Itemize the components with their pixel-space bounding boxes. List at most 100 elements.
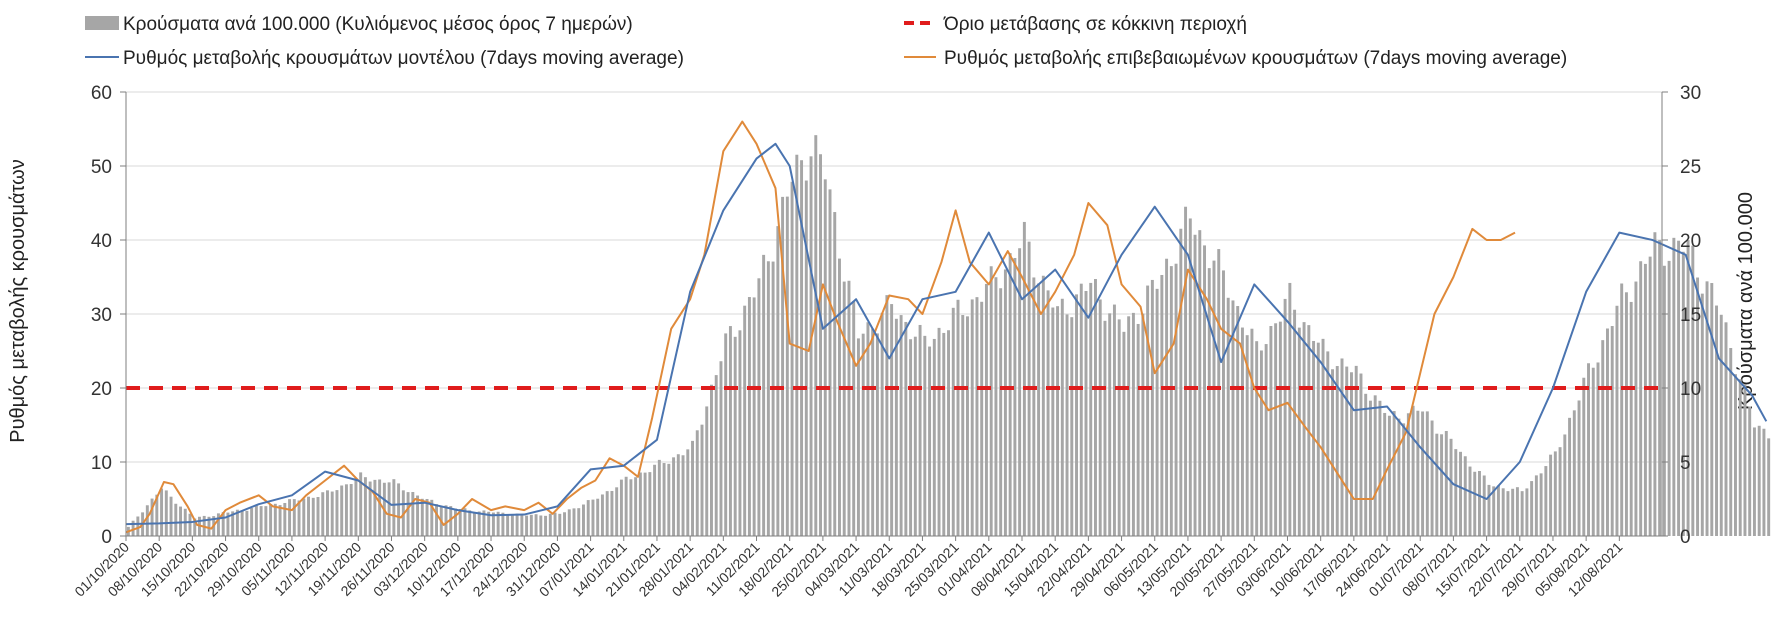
- bar: [1345, 366, 1349, 536]
- bar: [1174, 263, 1178, 536]
- bar: [207, 516, 211, 536]
- bar: [1003, 269, 1007, 536]
- bar: [700, 424, 704, 536]
- bar: [354, 478, 358, 536]
- bar: [1331, 369, 1334, 536]
- bar: [1606, 328, 1609, 536]
- lines-layer: [125, 120, 1768, 534]
- bar: [1340, 358, 1344, 536]
- bar: [1293, 309, 1297, 536]
- bar: [1131, 312, 1135, 536]
- bar: [842, 281, 846, 536]
- bar: [340, 485, 344, 536]
- bar: [1018, 248, 1022, 537]
- bar: [747, 297, 751, 536]
- bar: [1364, 393, 1368, 536]
- bar: [1743, 384, 1747, 536]
- bar: [1411, 405, 1415, 536]
- bar: [951, 307, 955, 536]
- bar: [923, 335, 927, 536]
- bar: [1136, 323, 1140, 536]
- bar: [1321, 338, 1325, 536]
- bar: [705, 406, 709, 536]
- bar: [1250, 328, 1254, 536]
- bar: [430, 499, 434, 536]
- bar: [221, 512, 225, 536]
- bar: [378, 479, 382, 536]
- bar: [989, 266, 993, 536]
- bar: [335, 490, 339, 536]
- bar: [164, 490, 168, 536]
- y-left-tick-label: 10: [91, 453, 112, 474]
- bar: [624, 476, 628, 536]
- bar: [894, 318, 898, 536]
- legend-bars-swatch: [85, 16, 119, 30]
- bar: [819, 154, 822, 537]
- bar: [1188, 218, 1192, 536]
- bar: [610, 490, 614, 536]
- bar: [529, 514, 533, 536]
- bar: [454, 508, 457, 536]
- bar: [1587, 363, 1590, 536]
- y-right-tick-label: 0: [1680, 527, 1691, 548]
- legend-confirmed-label: Ρυθμός μεταβολής επιβεβαιωμένων κρουσμάτ…: [944, 48, 1567, 69]
- bar: [1463, 456, 1467, 536]
- bar: [904, 321, 908, 536]
- bar: [1705, 281, 1709, 536]
- bar: [1681, 251, 1685, 536]
- bar: [956, 299, 960, 536]
- bar: [1032, 277, 1036, 536]
- grid-layer: [126, 91, 1662, 463]
- bar: [1203, 245, 1206, 536]
- bar: [1160, 274, 1164, 536]
- bar: [615, 487, 619, 536]
- bar: [1169, 266, 1173, 536]
- bar: [1729, 348, 1733, 536]
- bar: [1193, 234, 1197, 536]
- bar: [1350, 372, 1353, 536]
- bar: [619, 479, 623, 536]
- bar: [330, 491, 334, 536]
- bar: [833, 212, 837, 537]
- bar: [231, 511, 235, 536]
- bar: [563, 512, 566, 536]
- y-right-tick-label: 30: [1680, 83, 1701, 104]
- bar: [169, 496, 173, 536]
- bar: [344, 484, 348, 536]
- bar: [292, 499, 296, 536]
- bar: [724, 333, 728, 536]
- bar: [1715, 305, 1718, 536]
- bar: [1416, 410, 1420, 536]
- bar: [468, 510, 472, 536]
- bar: [1639, 261, 1643, 536]
- bar: [1425, 411, 1429, 536]
- bar: [534, 514, 538, 536]
- bar: [866, 322, 870, 536]
- bar: [970, 299, 974, 536]
- bar: [728, 326, 732, 536]
- bar: [1624, 292, 1628, 536]
- legend-model-label: Ρυθμός μεταβολής κρουσμάτων μοντέλου (7d…: [123, 48, 684, 69]
- bar: [1117, 319, 1121, 536]
- bar: [733, 336, 737, 536]
- bar: [1454, 449, 1458, 536]
- bar: [193, 518, 197, 536]
- bar: [245, 510, 249, 536]
- bar: [1278, 321, 1282, 536]
- bar: [472, 512, 476, 536]
- bar: [577, 508, 581, 536]
- bar: [1601, 340, 1605, 536]
- bar: [1155, 288, 1159, 536]
- model-series-line: [125, 142, 1768, 526]
- bar: [397, 483, 401, 536]
- bar: [1515, 487, 1519, 536]
- bar: [1335, 366, 1339, 536]
- bar: [605, 491, 609, 536]
- y-left-tick-label: 20: [91, 379, 112, 400]
- bar: [1013, 257, 1017, 536]
- bar: [686, 449, 690, 536]
- bar: [1373, 395, 1377, 536]
- bar: [363, 477, 367, 536]
- legend-threshold-label: Όριο μετάβασης σε κόκκινη περιοχή: [943, 14, 1247, 35]
